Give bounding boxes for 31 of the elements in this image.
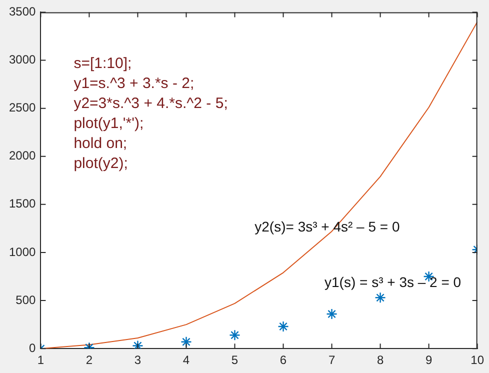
annotation: s=[1:10]; — [74, 54, 132, 72]
x-tick-label: 1 — [37, 353, 44, 368]
y-tick-label: 3000 — [8, 52, 36, 67]
y-tick-label: 1500 — [8, 196, 36, 211]
annotation: hold on; — [74, 134, 128, 152]
point — [374, 292, 386, 304]
x-tick-label: 6 — [280, 353, 287, 368]
x-tick-label: 7 — [328, 353, 336, 368]
x-tick-label: 9 — [425, 353, 432, 368]
annotation: plot(y2); — [74, 154, 128, 172]
point — [180, 336, 192, 348]
y-tick-label: 2000 — [8, 148, 36, 163]
y-tick-label: 2500 — [8, 100, 36, 115]
annotation: plot(y1,'*'); — [74, 114, 144, 132]
x-tick-label: 2 — [86, 353, 93, 368]
point — [132, 340, 144, 349]
x-tick-label: 10 — [470, 353, 484, 368]
x-tick-label: 3 — [134, 353, 142, 368]
point — [278, 320, 289, 332]
y-tick-label: 0 — [29, 340, 36, 355]
y-tick-label: 3500 — [8, 4, 36, 19]
annotation: y1(s) = s³ + 3s – 2 = 0 — [324, 274, 462, 290]
point — [229, 330, 240, 341]
y-tick-label: 1000 — [8, 244, 36, 259]
annotation: y1=s.^3 + 3.*s - 2; — [74, 74, 194, 92]
y-tick-label: 500 — [16, 292, 36, 307]
point — [326, 308, 338, 320]
annotation: y2=3*s.^3 + 4.*s.^2 - 5; — [74, 94, 228, 112]
x-tick-label: 5 — [231, 353, 238, 368]
x-tick-label: 8 — [376, 353, 384, 368]
x-tick-label: 4 — [182, 353, 190, 368]
